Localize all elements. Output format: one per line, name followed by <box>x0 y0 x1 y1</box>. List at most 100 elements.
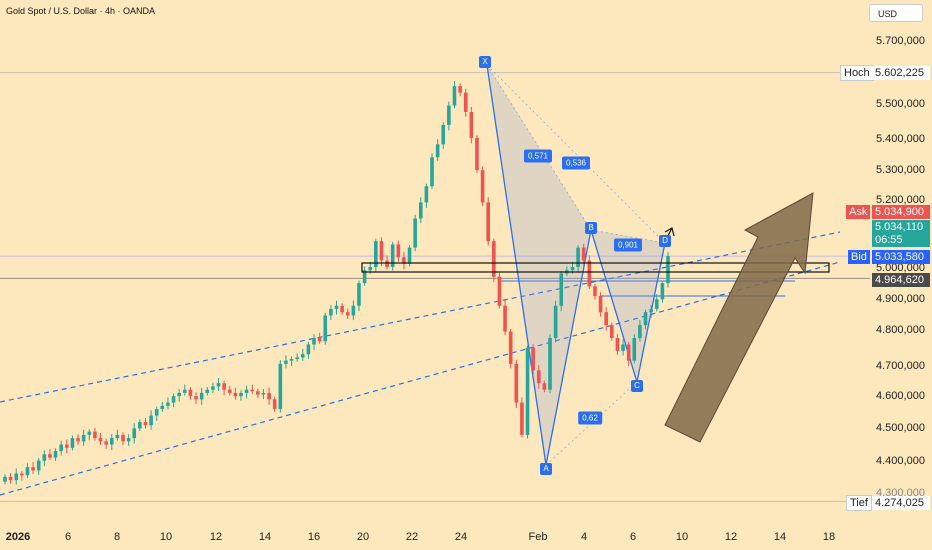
candle-body <box>531 347 535 371</box>
candle-body <box>76 438 80 442</box>
candle-body <box>87 431 92 435</box>
price-tick: 5.700,000 <box>876 35 925 47</box>
candle-body <box>53 451 58 458</box>
candle-body <box>441 124 446 145</box>
candle-body <box>31 467 35 471</box>
candle-body <box>334 305 339 309</box>
candle-body <box>42 454 47 461</box>
candle-body <box>570 267 575 271</box>
candle-body <box>430 157 434 187</box>
candle-body <box>306 344 311 355</box>
candle-body <box>407 247 412 264</box>
candle-body <box>345 312 350 316</box>
candle-body <box>508 331 513 364</box>
candle-body <box>475 137 479 171</box>
candle-body <box>25 467 30 476</box>
candle-body <box>126 438 131 442</box>
price-tick: 5.000,000 <box>876 262 925 274</box>
candle-body <box>553 305 558 339</box>
candle-body <box>402 257 406 264</box>
price-tick: 4.700,000 <box>876 360 925 372</box>
ratio-xab: 0,571 <box>523 149 553 163</box>
candle-body <box>121 434 125 442</box>
candle-body <box>660 283 665 300</box>
candle-body <box>104 441 108 445</box>
low-value: 4.274,025 <box>872 496 930 510</box>
candle-body <box>312 338 316 345</box>
candle-body <box>284 360 288 364</box>
candle-body <box>278 363 283 410</box>
candle-body <box>357 283 361 306</box>
candle-body <box>610 325 614 339</box>
candle-body <box>587 260 592 287</box>
ask-value: 5.034,900 <box>872 205 930 219</box>
high-label: Hoch <box>840 65 874 81</box>
candle-body <box>177 392 181 397</box>
candle-body <box>379 241 384 261</box>
candle-body <box>205 389 210 393</box>
pattern-xd <box>486 64 666 244</box>
currency-button[interactable]: USD <box>869 4 923 22</box>
candle-body <box>20 473 24 476</box>
candle-body <box>469 112 474 138</box>
candle-body <box>514 363 519 403</box>
candle-body <box>525 347 530 435</box>
candle-body <box>632 338 637 361</box>
ask-label: Ask <box>846 205 871 219</box>
candle-body <box>666 256 670 284</box>
pattern-point-d: D <box>659 235 671 247</box>
candle-body <box>654 299 659 309</box>
candle-body <box>267 392 271 400</box>
time-tick: 8 <box>113 531 121 543</box>
candle-body <box>143 421 148 426</box>
candle-body <box>413 218 417 248</box>
candle-body <box>604 312 608 326</box>
candle-body <box>261 392 266 395</box>
trendline-lower <box>0 261 841 496</box>
candle-body <box>621 344 625 351</box>
time-tick: 22 <box>405 531 419 543</box>
level-value: 4.964,620 <box>872 273 930 287</box>
candle-body <box>36 460 41 471</box>
price-tick: 4.400,000 <box>876 455 925 467</box>
price-tick: 5.500,000 <box>876 98 925 110</box>
candle-body <box>452 86 457 106</box>
candle-body <box>435 144 440 158</box>
resistance-zone <box>361 262 830 273</box>
candle-body <box>65 444 69 448</box>
price-tick: 4.900,000 <box>876 293 925 305</box>
time-tick: 20 <box>356 531 370 543</box>
candle-body <box>615 338 620 351</box>
pattern-xab-fill <box>487 65 591 465</box>
candle-body <box>317 338 322 342</box>
candle-body <box>486 202 491 242</box>
candle-body <box>211 386 215 390</box>
candle-body <box>424 186 429 203</box>
pattern-point-x: X <box>479 56 491 68</box>
candle-body <box>171 396 176 403</box>
time-tick: 4 <box>580 531 588 543</box>
candle-body <box>222 383 226 390</box>
pattern-point-a: A <box>540 463 552 475</box>
candle-body <box>480 170 485 203</box>
candle-body <box>160 405 165 410</box>
candle-body <box>581 247 586 261</box>
candle-body <box>59 444 63 452</box>
candle-body <box>138 421 142 429</box>
candle-body <box>256 391 260 395</box>
time-tick: 10 <box>675 531 689 543</box>
pattern-point-b: B <box>585 222 597 234</box>
candle-body <box>194 396 198 400</box>
time-tick: 14 <box>258 531 272 543</box>
bid-label: Bid <box>848 250 870 264</box>
price-tick: 4.500,000 <box>876 422 925 434</box>
candle-body <box>458 86 462 93</box>
candle-body <box>109 438 114 445</box>
candle-body <box>598 296 603 313</box>
candle-body <box>323 315 328 342</box>
candle-body <box>14 473 19 481</box>
candle-body <box>93 431 97 439</box>
trendline-upper <box>0 231 841 403</box>
candle-body <box>227 389 232 393</box>
